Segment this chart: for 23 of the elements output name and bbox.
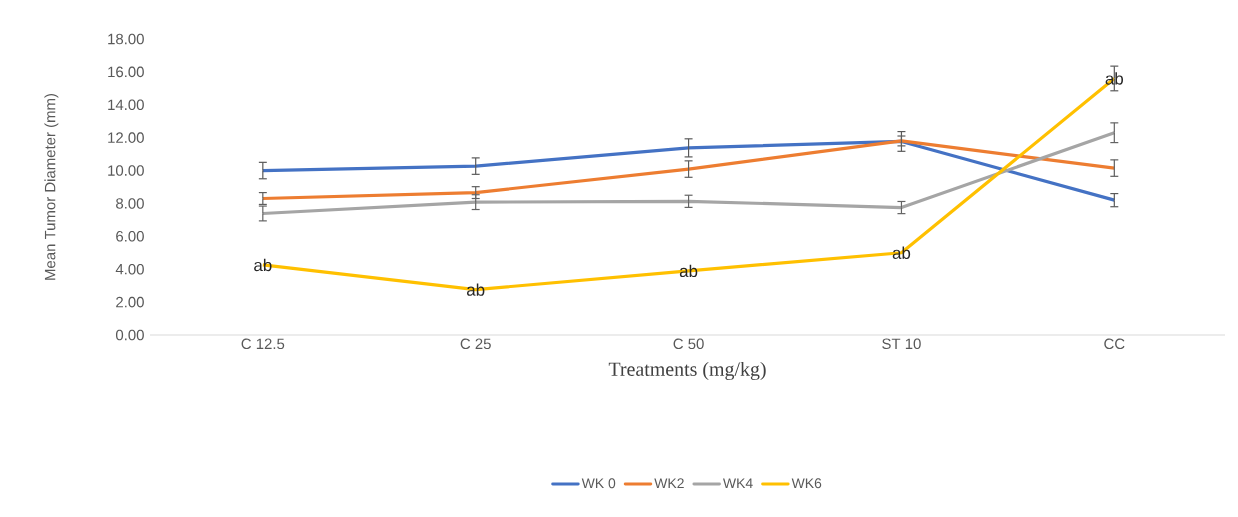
y-tick-label: 8.00 (116, 198, 144, 209)
y-tick-label: 6.00 (116, 231, 144, 242)
x-axis-title: Treatments (mg/kg) (608, 361, 766, 381)
x-tick-label: C 12.5 (241, 338, 285, 350)
y-tick-label: 18.00 (108, 33, 144, 45)
x-tick-label: CC (1104, 338, 1125, 350)
annotation: ab (254, 258, 272, 272)
x-tick-label: ST 10 (882, 338, 921, 350)
y-tick-label: 4.00 (115, 263, 144, 275)
y-tick-label: 2.00 (116, 296, 144, 308)
legend-label: WK6 (791, 478, 822, 489)
y-tick-label: 16.00 (108, 66, 144, 78)
x-tick-label: C 50 (673, 338, 704, 350)
y-tick-label: 0.00 (115, 329, 144, 341)
legend-label: WK 0 (581, 478, 616, 489)
y-axis-title: Mean Tumor Diameter (mm) (44, 93, 59, 280)
line-series (261, 131, 1116, 216)
x-tick-label: C 25 (460, 338, 491, 350)
y-tick-label: 14.00 (108, 99, 144, 111)
y-tick-label: 12.00 (108, 132, 144, 143)
legend-label: WK4 (722, 478, 753, 488)
legend-label: WK2 (654, 478, 684, 489)
y-tick-label: 10.00 (108, 165, 144, 176)
